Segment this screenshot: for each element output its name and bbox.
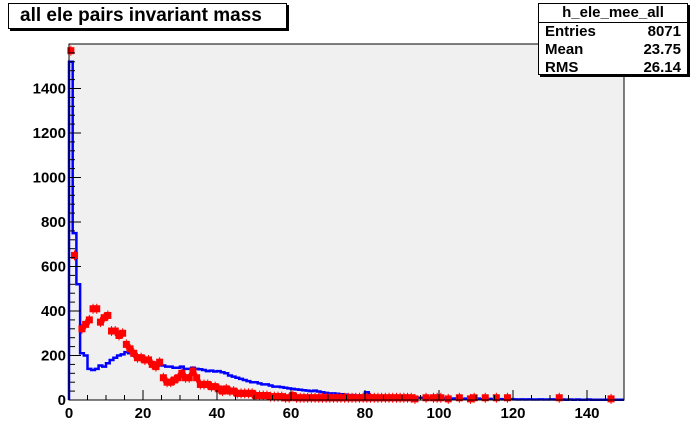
stats-value: 8071 [647, 23, 681, 40]
x-tick-label: 40 [209, 405, 226, 422]
x-tick-label: 80 [357, 405, 374, 422]
plot-frame [68, 43, 625, 401]
markers-layer [67, 45, 615, 404]
axes-layer: 0 20 40 60 80 100 120 1400200400600800100012001… [33, 43, 625, 422]
x-tick-label: 20 [135, 405, 152, 422]
stats-row-rms: RMS 26.14 [539, 59, 687, 77]
x-tick-label: 140 [574, 405, 599, 422]
chart-title-text: all ele pairs invariant mass [20, 5, 262, 26]
stats-histogram-name: h_ele_mee_all [539, 4, 687, 23]
x-tick-label: 100 [426, 405, 451, 422]
stats-label: Entries [545, 23, 596, 40]
x-tick-label: 60 [283, 405, 300, 422]
x-tick-label: 120 [500, 405, 525, 422]
y-tick-label: 800 [41, 214, 66, 231]
stats-label: RMS [545, 59, 579, 76]
y-tick-label: 1000 [33, 170, 66, 187]
stats-row-entries: Entries 8071 [539, 23, 687, 41]
stats-value: 23.75 [643, 41, 681, 58]
y-tick-label: 0 [58, 392, 66, 409]
stats-row-mean: Mean 23.75 [539, 41, 687, 59]
y-tick-label: 1400 [33, 81, 66, 98]
y-tick-label: 1200 [33, 125, 66, 142]
x-tick-label: 0 [65, 405, 73, 422]
stats-value: 26.14 [643, 59, 681, 76]
y-tick-label: 400 [41, 303, 66, 320]
stats-label: Mean [545, 41, 584, 58]
y-tick-label: 200 [41, 348, 66, 365]
chart-title: all ele pairs invariant mass [8, 3, 287, 29]
stats-box: h_ele_mee_all Entries 8071 Mean 23.75 RM… [538, 3, 688, 77]
y-tick-label: 600 [41, 259, 66, 276]
